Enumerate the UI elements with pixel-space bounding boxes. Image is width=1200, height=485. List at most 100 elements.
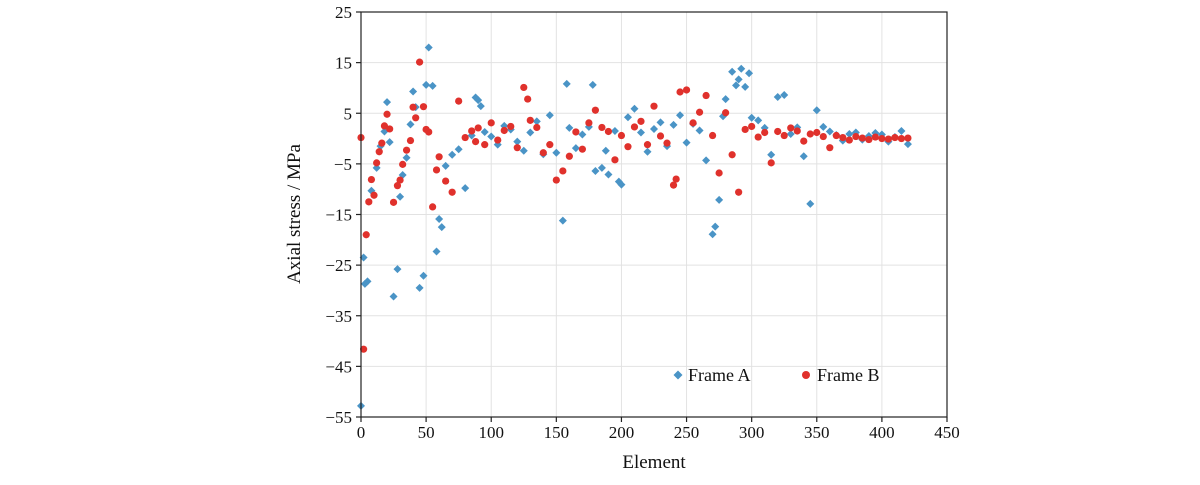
data-point-frame-b: [839, 133, 847, 142]
data-point-frame-b: [416, 58, 424, 66]
data-point-frame-a: [480, 127, 489, 136]
y-tick-label: 15: [335, 54, 352, 73]
data-point-frame-b: [852, 132, 860, 141]
data-point-frame-a: [552, 148, 561, 157]
y-tick-label: −45: [325, 357, 352, 376]
data-point-frame-a: [819, 122, 828, 131]
x-tick-label: 100: [478, 423, 504, 442]
data-point-frame-b: [362, 231, 370, 239]
data-point-frame-b: [748, 122, 756, 131]
data-point-frame-b: [442, 177, 450, 185]
data-point-frame-b: [494, 136, 502, 144]
data-point-frame-b: [429, 203, 437, 211]
data-point-frame-a: [435, 215, 444, 224]
data-point-frame-a: [780, 91, 789, 100]
data-point-frame-a: [682, 138, 691, 147]
data-point-frame-a: [676, 111, 685, 120]
data-point-frame-a: [650, 124, 658, 133]
data-point-frame-a: [526, 128, 535, 137]
data-point-frame-a: [728, 67, 737, 76]
data-point-frame-a: [903, 140, 912, 149]
data-point-frame-b: [375, 148, 383, 156]
data-point-frame-b: [425, 128, 433, 136]
data-point-frame-b: [552, 176, 560, 184]
data-point-frame-b: [481, 141, 489, 149]
data-point-frame-a: [630, 104, 639, 113]
data-point-frame-b: [735, 188, 743, 196]
y-axis-title: Axial stress / MPa: [284, 144, 305, 284]
data-point-frame-b: [672, 175, 680, 183]
data-point-frame-a: [741, 82, 750, 91]
data-point-frame-b: [774, 127, 782, 136]
data-point-frame-a: [424, 43, 433, 52]
y-tick-label: −5: [334, 155, 352, 174]
data-point-frame-a: [773, 93, 782, 102]
data-point-frame-b: [813, 128, 821, 137]
data-point-frame-a: [406, 120, 415, 129]
data-point-frame-a: [825, 127, 834, 136]
grid: [361, 12, 947, 417]
data-point-frame-b: [500, 126, 508, 135]
data-point-frame-b: [399, 160, 407, 168]
data-point-frame-a: [669, 120, 678, 129]
data-point-frame-a: [558, 216, 567, 225]
data-point-frame-a: [532, 117, 541, 126]
data-point-frame-b: [393, 182, 402, 190]
legend-label-frame-b: Frame B: [817, 365, 880, 385]
data-point-frame-a: [715, 195, 724, 204]
x-tick-label: 200: [609, 423, 635, 442]
data-point-frame-b: [624, 143, 632, 151]
data-point-frame-b: [432, 166, 441, 174]
data-point-frame-b: [715, 169, 723, 177]
data-point-frame-b: [487, 119, 495, 127]
data-point-frame-a: [363, 277, 372, 286]
data-point-frame-b: [396, 176, 404, 184]
data-point-frame-a: [474, 96, 483, 105]
data-point-frame-a: [636, 128, 645, 137]
data-point-frame-b: [709, 131, 717, 140]
data-point-frame-a: [702, 156, 711, 165]
data-point-frame-b: [559, 167, 567, 175]
data-point-frame-b: [565, 152, 573, 160]
x-tick-label: 350: [804, 423, 830, 442]
data-point-frame-b: [617, 131, 626, 140]
data-point-frame-b: [360, 345, 368, 353]
legend-marker-frame-b: [802, 371, 810, 379]
data-point-frame-a: [487, 132, 496, 141]
data-point-frame-b: [819, 132, 827, 141]
data-point-frame-b: [474, 124, 482, 132]
data-point-frame-b: [539, 149, 547, 157]
x-axis-title: Element: [622, 452, 686, 473]
data-point-frame-b: [676, 88, 684, 96]
data-point-frame-a: [571, 144, 580, 153]
data-point-frame-a: [747, 113, 756, 122]
x-tick-label: 150: [544, 423, 570, 442]
data-point-frame-b: [578, 145, 586, 153]
data-point-frame-a: [389, 292, 398, 301]
legend-marker-frame-a: [673, 370, 683, 380]
data-point-frame-b: [448, 188, 456, 196]
data-point-frame-a: [806, 199, 815, 208]
data-point-frame-b: [656, 132, 665, 140]
data-point-frame-b: [598, 123, 606, 132]
data-point-frame-b: [682, 86, 691, 94]
data-point-frame-a: [396, 192, 405, 201]
data-point-frame-a: [656, 118, 665, 127]
data-point-frame-b: [767, 159, 775, 167]
data-point-frame-b: [380, 122, 389, 130]
data-point-frame-b: [897, 134, 906, 143]
data-point-frame-b: [761, 128, 769, 137]
data-point-frame-a: [441, 161, 450, 170]
data-point-frame-b: [865, 135, 873, 144]
data-point-frame-b: [383, 110, 391, 118]
data-point-frame-b: [871, 133, 879, 141]
data-point-frame-a: [732, 81, 741, 90]
data-point-frame-a: [519, 146, 528, 155]
data-point-frame-b: [406, 136, 415, 145]
data-point-frame-a: [383, 98, 392, 107]
data-point-frame-b: [604, 127, 613, 136]
legend: Frame A Frame B: [673, 365, 880, 385]
data-point-frame-a: [461, 184, 470, 193]
data-point-frame-a: [393, 265, 402, 274]
